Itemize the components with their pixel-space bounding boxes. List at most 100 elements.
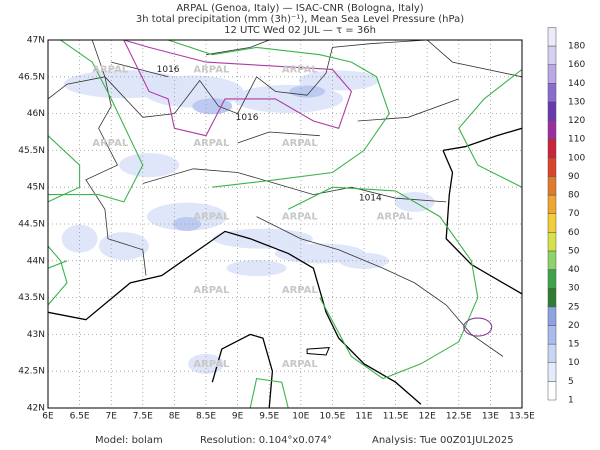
colorbar-swatch — [547, 287, 557, 308]
coastline — [237, 131, 320, 144]
colorbar-swatch — [547, 27, 557, 47]
colorbar-label: 1 — [568, 396, 574, 406]
isobar — [463, 317, 493, 337]
colorbar-swatch — [547, 213, 557, 233]
colorbar-label: 110 — [568, 135, 585, 145]
coastline — [442, 127, 522, 152]
precipitation-area — [173, 217, 202, 231]
isobar — [48, 260, 68, 269]
lat-label: 45N — [27, 183, 45, 193]
colorbar-label: 90 — [568, 172, 580, 182]
isobar — [458, 68, 522, 188]
lat-label: 42N — [27, 404, 45, 414]
watermark: ARPAL — [282, 359, 319, 370]
lon-label: 13E — [482, 412, 499, 422]
precipitation-area — [119, 153, 180, 178]
colorbar-label: 180 — [568, 42, 585, 52]
header-line: 12 UTC Wed 02 JUL — τ = 36h — [224, 25, 376, 36]
lon-label: 7E — [105, 412, 117, 422]
coastline — [104, 40, 522, 118]
lat-label: 43.5N — [18, 293, 45, 303]
lon-label: 9E — [232, 412, 244, 422]
colorbar-label: 100 — [568, 153, 585, 163]
lon-label: 6E — [42, 412, 54, 422]
colorbar-swatch — [547, 176, 557, 196]
header-line: 3h total precipitation (mm (3h)⁻¹), Mean… — [136, 14, 464, 25]
colorbar-swatch — [547, 120, 557, 140]
colorbar-swatch — [547, 269, 557, 289]
colorbar-label: 30 — [568, 284, 580, 294]
colorbar-swatch — [547, 138, 557, 159]
watermark: ARPAL — [282, 285, 319, 296]
lon-label: 11E — [355, 412, 372, 422]
map-area: 1016 1016 1014 ARPAL ARPAL ARPAL ARPAL ARPAL ARP… — [18, 27, 585, 422]
coastline — [357, 98, 459, 122]
coastline — [142, 168, 447, 203]
lon-label: 7.5E — [133, 412, 153, 422]
lat-label: 42.5N — [18, 367, 45, 377]
map-frame — [47, 39, 523, 409]
colorbar-swatch — [547, 83, 557, 103]
map-content: 1016 1016 1014 ARPAL ARPAL ARPAL ARPAL ARPAL ARP… — [48, 40, 522, 408]
isobar — [48, 40, 144, 203]
coastline — [256, 216, 504, 357]
coastline — [211, 333, 274, 408]
lon-label: 12E — [419, 412, 436, 422]
isobar-label: 1016 — [236, 113, 259, 123]
precipitation-area — [298, 70, 379, 91]
watermark: ARPAL — [282, 138, 319, 149]
precipitation-area — [98, 232, 149, 261]
watermark: ARPAL — [282, 64, 319, 75]
coastline — [48, 76, 105, 100]
coastline — [205, 40, 270, 56]
colorbar-label: 20 — [568, 321, 580, 331]
colorbar-label: 5 — [568, 377, 574, 387]
lon-label: 10E — [292, 412, 309, 422]
watermark: ARPAL — [193, 212, 230, 223]
precipitation-area — [61, 224, 98, 253]
watermark: ARPAL — [193, 359, 230, 370]
lat-label: 44N — [27, 256, 45, 266]
colorbar-swatch — [547, 381, 557, 401]
isobar — [48, 245, 68, 306]
lon-label: 10.5E — [320, 412, 346, 422]
isobar — [123, 40, 353, 137]
watermark: ARPAL — [282, 212, 319, 223]
coastline — [111, 61, 169, 78]
colorbar-swatch — [547, 194, 557, 214]
isobar-label: 1016 — [157, 65, 180, 75]
colorbar-swatch — [547, 64, 557, 84]
lat-label: 46N — [27, 109, 45, 119]
lon-label: 8.5E — [196, 412, 216, 422]
coastline — [442, 150, 522, 295]
isobar-label: 1014 — [359, 194, 382, 204]
colorbar-swatch — [547, 101, 557, 121]
colorbar-label: 160 — [568, 60, 585, 70]
footer-analysis: Analysis: Tue 00Z01JUL2025 — [372, 435, 514, 446]
precipitation-area — [289, 85, 326, 98]
lat-label: 43N — [27, 330, 45, 340]
footer-model: Model: bolam — [95, 435, 163, 446]
lon-label: 9.5E — [259, 412, 279, 422]
coastline — [48, 230, 422, 405]
colorbar-swatch — [547, 306, 557, 326]
isobar — [48, 135, 81, 203]
colorbar-label: 130 — [568, 97, 585, 107]
watermark: ARPAL — [92, 138, 129, 149]
lon-label: 12.5E — [446, 412, 472, 422]
isobar — [167, 40, 390, 188]
colorbar-label: 25 — [568, 302, 579, 312]
colorbar-swatch — [547, 362, 557, 382]
watermark: ARPAL — [193, 138, 230, 149]
lat-label: 44.5N — [18, 220, 45, 230]
colorbar-label: 60 — [568, 228, 580, 238]
colorbar-label: 15 — [568, 340, 579, 350]
colorbar-label: 70 — [568, 209, 580, 219]
lon-label: 13.5E — [509, 412, 535, 422]
lon-label: 6.5E — [70, 412, 90, 422]
precipitation-area — [192, 98, 233, 115]
lat-label: 46.5N — [18, 72, 45, 82]
colorbar-swatch — [547, 250, 557, 270]
watermark: ARPAL — [92, 64, 129, 75]
